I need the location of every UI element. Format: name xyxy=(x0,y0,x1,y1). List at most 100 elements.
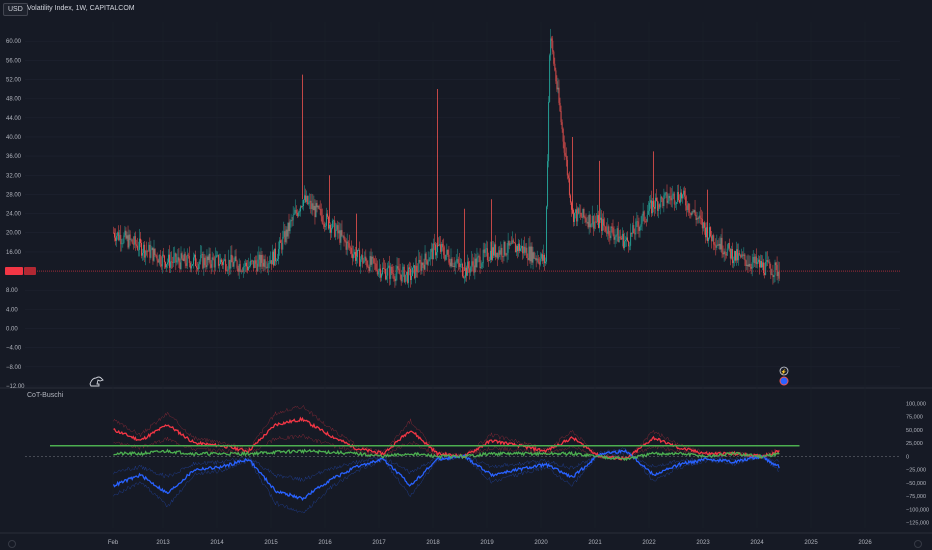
candle-body xyxy=(751,262,753,269)
candle-body xyxy=(694,210,696,215)
candle-body xyxy=(123,235,125,243)
candle-body xyxy=(602,219,604,231)
candle-body xyxy=(239,264,241,272)
candle-body xyxy=(627,237,628,242)
candle-body xyxy=(145,250,147,258)
candle-body xyxy=(242,266,244,272)
candle-body xyxy=(657,200,659,211)
scroll-corner-button[interactable] xyxy=(914,540,922,548)
candle-body xyxy=(450,258,452,267)
candle-body xyxy=(223,260,225,265)
candle-body xyxy=(376,269,378,275)
candle-body xyxy=(606,231,608,234)
candle-body xyxy=(458,263,460,267)
price-tick-label: 20.00 xyxy=(6,231,22,237)
candle-body xyxy=(395,273,397,282)
candle-body xyxy=(168,254,169,263)
candle-body xyxy=(746,264,748,266)
candle-body xyxy=(522,245,524,254)
candle-body xyxy=(702,222,704,229)
candle-body xyxy=(505,254,507,256)
candle-body xyxy=(277,259,279,261)
candle-body xyxy=(122,242,124,244)
candle-body xyxy=(478,256,480,257)
candle-body xyxy=(264,259,266,268)
candle-body xyxy=(236,261,238,269)
candle-body xyxy=(448,254,450,263)
candle-body xyxy=(469,268,471,273)
candle-body xyxy=(413,265,415,268)
candle-body xyxy=(178,257,180,263)
settings-corner-button[interactable] xyxy=(8,540,16,548)
candle-body xyxy=(430,248,432,252)
time-tick-label: 2019 xyxy=(480,540,494,546)
candle-body xyxy=(547,161,549,207)
candle-body xyxy=(464,277,465,279)
time-tick-label: 2013 xyxy=(156,540,170,546)
candle-body xyxy=(666,192,668,203)
candle-body xyxy=(191,264,193,266)
candle-body xyxy=(422,262,424,265)
candle-body xyxy=(778,271,780,279)
candle-body xyxy=(174,253,176,257)
candle-body xyxy=(314,205,316,218)
candle-body xyxy=(527,257,529,260)
candle-body xyxy=(214,257,216,268)
candle-body xyxy=(460,263,462,265)
indicator-tick-label: 25,000 xyxy=(906,441,923,447)
candle-body xyxy=(117,232,119,236)
candle-body xyxy=(661,196,663,199)
candle-body xyxy=(772,274,774,277)
candle-body xyxy=(512,240,514,243)
candle-body xyxy=(113,232,114,234)
candle-body xyxy=(490,250,491,260)
candle-body xyxy=(269,260,271,264)
candle-body xyxy=(389,265,391,279)
candle-body xyxy=(134,236,136,245)
time-tick-label: 2024 xyxy=(750,540,764,546)
price-tick-label: 60.00 xyxy=(6,39,22,45)
candle-body xyxy=(307,196,309,205)
candle-body xyxy=(330,224,331,233)
candle-body xyxy=(521,245,523,249)
candle-body xyxy=(237,268,239,272)
candle-body xyxy=(120,235,122,245)
candle-body xyxy=(763,262,765,273)
candle-body xyxy=(601,217,603,231)
candle-body xyxy=(337,225,339,234)
candle-body xyxy=(564,152,566,156)
candle-body xyxy=(260,255,262,267)
candle-body xyxy=(423,264,425,270)
candle-body xyxy=(374,263,376,264)
candle-body xyxy=(510,243,512,244)
candle-body xyxy=(167,262,168,265)
candle-body xyxy=(647,210,649,215)
candle-body xyxy=(428,259,430,262)
price-tick-label: 8.00 xyxy=(6,288,18,294)
candle-body xyxy=(603,219,605,226)
candle-body xyxy=(352,254,354,259)
candle-body xyxy=(703,222,705,228)
candle-body xyxy=(441,243,443,252)
time-tick-label: Feb xyxy=(108,540,119,546)
candle-body xyxy=(353,252,355,255)
candle-body xyxy=(744,254,746,261)
price-tick-label: 24.00 xyxy=(6,212,22,218)
candle-body xyxy=(382,267,383,275)
candle-body xyxy=(513,242,515,244)
candle-body xyxy=(692,211,694,213)
candle-body xyxy=(536,258,538,261)
candle-body xyxy=(722,253,724,255)
candle-body xyxy=(459,263,461,267)
candle-body xyxy=(542,255,544,261)
currency-button[interactable]: USD xyxy=(3,3,28,16)
candle-body xyxy=(301,206,302,207)
candle-body xyxy=(436,252,437,256)
candle-body xyxy=(465,267,466,278)
candle-body xyxy=(561,122,563,130)
candle-body xyxy=(483,249,485,253)
cot-blue-line-band-inner xyxy=(113,451,780,483)
candle-body xyxy=(508,240,510,246)
candle-body xyxy=(765,261,767,276)
